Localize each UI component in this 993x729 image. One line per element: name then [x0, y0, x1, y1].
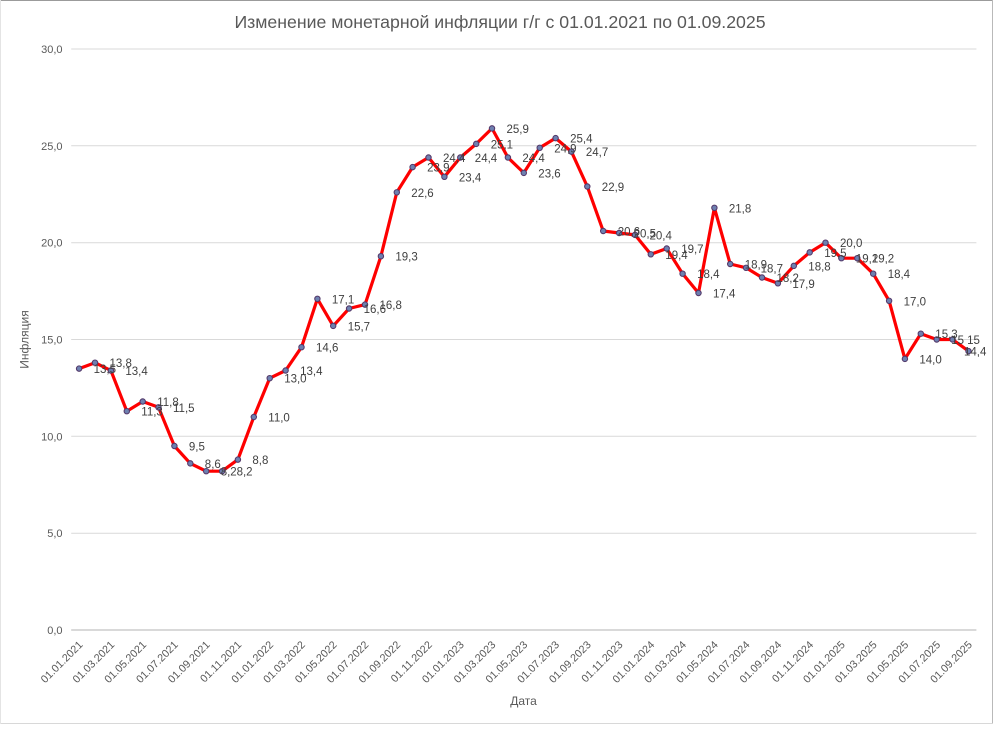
svg-text:15: 15	[951, 335, 964, 347]
svg-text:10,0: 10,0	[41, 431, 62, 443]
svg-text:20,6: 20,6	[618, 227, 640, 239]
svg-text:25,4: 25,4	[570, 134, 593, 146]
svg-text:13,5: 13,5	[94, 364, 116, 376]
svg-text:24,4: 24,4	[443, 153, 466, 165]
svg-text:20,0: 20,0	[840, 238, 862, 250]
svg-text:18,4: 18,4	[697, 269, 720, 281]
svg-text:18,7: 18,7	[761, 263, 783, 275]
svg-text:15,7: 15,7	[348, 321, 370, 333]
svg-text:25,9: 25,9	[507, 124, 529, 136]
svg-text:15,0: 15,0	[41, 335, 62, 347]
svg-text:Дата: Дата	[510, 694, 537, 708]
svg-text:30,0: 30,0	[41, 44, 62, 56]
svg-text:Изменение монетарной инфляции: Изменение монетарной инфляции г/г с 01.0…	[234, 12, 765, 32]
svg-text:18,8: 18,8	[808, 261, 830, 273]
svg-text:13,4: 13,4	[125, 366, 148, 378]
svg-text:17,0: 17,0	[904, 296, 926, 308]
svg-text:25,1: 25,1	[491, 139, 513, 151]
svg-text:24,4: 24,4	[522, 153, 545, 165]
svg-text:13,0: 13,0	[284, 374, 306, 386]
svg-text:15: 15	[967, 335, 980, 347]
svg-text:24,9: 24,9	[554, 143, 576, 155]
svg-text:13,4: 13,4	[300, 366, 323, 378]
svg-text:20,5: 20,5	[634, 229, 656, 241]
svg-text:18,2: 18,2	[777, 273, 799, 285]
svg-text:Инфляция: Инфляция	[18, 310, 32, 368]
svg-text:23,6: 23,6	[538, 168, 560, 180]
svg-text:17,1: 17,1	[332, 294, 354, 306]
svg-text:19,5: 19,5	[824, 248, 846, 260]
svg-text:21,8: 21,8	[729, 203, 751, 215]
svg-text:22,6: 22,6	[411, 188, 433, 200]
svg-text:11,8: 11,8	[157, 397, 179, 409]
svg-text:16,6: 16,6	[364, 304, 386, 316]
svg-text:5,0: 5,0	[47, 528, 62, 540]
svg-text:8,8: 8,8	[252, 455, 268, 467]
svg-text:14,6: 14,6	[316, 343, 338, 355]
svg-text:23,4: 23,4	[459, 172, 482, 184]
svg-text:11,0: 11,0	[268, 413, 290, 425]
svg-text:8,6: 8,6	[205, 459, 221, 471]
svg-text:11,5: 11,5	[173, 403, 195, 415]
svg-text:17,4: 17,4	[713, 289, 736, 301]
svg-text:20,0: 20,0	[41, 238, 62, 250]
svg-text:19,2: 19,2	[872, 254, 894, 266]
svg-text:17,9: 17,9	[792, 279, 814, 291]
svg-text:11,3: 11,3	[141, 407, 163, 419]
svg-text:8,2: 8,2	[237, 467, 253, 479]
svg-text:18,4: 18,4	[888, 269, 911, 281]
svg-text:0,0: 0,0	[47, 625, 62, 637]
svg-text:24,7: 24,7	[586, 147, 608, 159]
svg-text:14,0: 14,0	[919, 354, 941, 366]
svg-text:20,4: 20,4	[650, 230, 673, 242]
svg-text:16,8: 16,8	[380, 300, 402, 312]
svg-text:22,9: 22,9	[602, 182, 624, 194]
svg-text:9,5: 9,5	[189, 442, 205, 454]
svg-text:24,4: 24,4	[475, 153, 498, 165]
svg-text:19,4: 19,4	[665, 250, 688, 262]
svg-text:18,9: 18,9	[745, 260, 767, 272]
svg-text:15,3: 15,3	[935, 329, 957, 341]
svg-text:19,7: 19,7	[681, 244, 703, 256]
svg-text:23,9: 23,9	[427, 163, 449, 175]
svg-text:8,2: 8,2	[221, 467, 237, 479]
svg-text:14,4: 14,4	[964, 347, 987, 359]
svg-text:25,0: 25,0	[41, 141, 62, 153]
svg-text:13,8: 13,8	[110, 358, 132, 370]
svg-text:19,3: 19,3	[395, 252, 417, 264]
svg-text:19,2: 19,2	[856, 254, 878, 266]
